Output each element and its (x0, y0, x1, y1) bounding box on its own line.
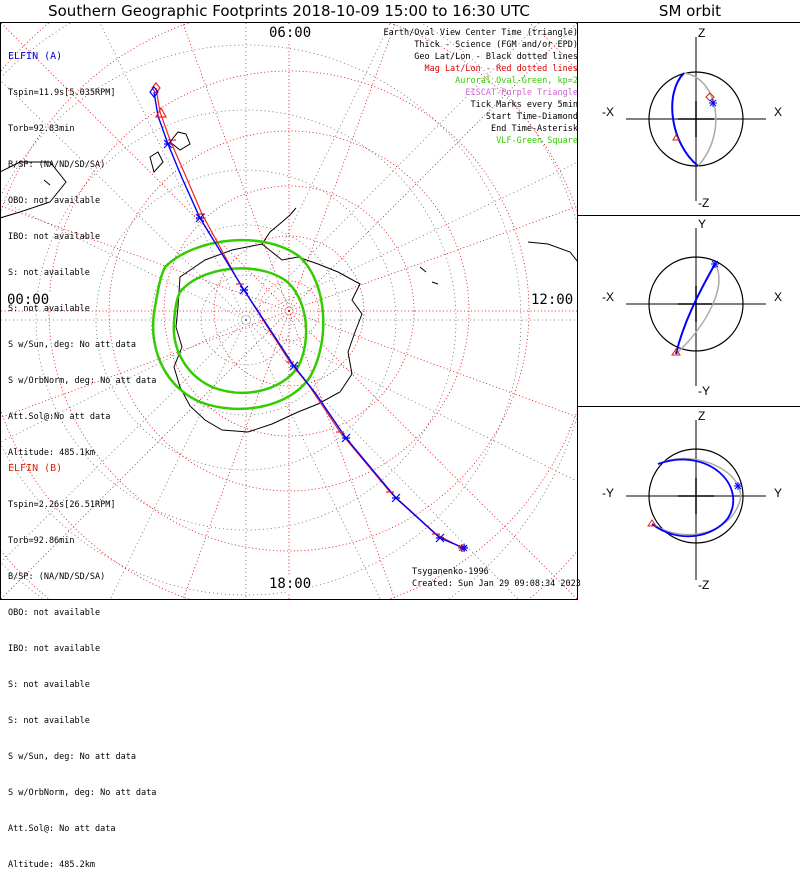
australia-coastline (1, 161, 67, 219)
credits: Tsyganenko-1996 Created: Sun Jan 29 09:0… (412, 566, 581, 590)
legend-item: Geo Lat/Lon - Black dotted lines (414, 52, 578, 62)
sm-yz-bottom: -Z (698, 578, 710, 592)
geo-grid (1, 23, 577, 599)
sm-xz-plot (626, 37, 766, 201)
sm-yz-right: Y (774, 486, 783, 500)
sm-xz-bottom: -Z (698, 196, 710, 210)
panel-divider (577, 22, 578, 600)
legend-item: Earth/Oval View Center Time (triangle) (383, 28, 578, 38)
south-america-coastline (169, 131, 191, 151)
sm-xy-right: X (774, 290, 783, 304)
legend-item: VLF-Green Square (496, 136, 578, 146)
elfin-a-line: Att.Sol@:No att data (8, 412, 111, 422)
elfin-a-name: ELFIN (A) (8, 51, 63, 62)
elfin-a-line: OBO: not available (8, 196, 101, 206)
africa-coastline (527, 241, 577, 262)
sm-xy-orbit-a (675, 263, 716, 355)
sm-xz-orbit-b (683, 72, 717, 167)
legend-item: Auroral Oval-Green, kp=2 (455, 76, 578, 86)
elfin-a-line: Tspin=11.9s[5.035RPM] (8, 88, 116, 98)
elfin-a-line: B/SP: (NA/ND/SD/SA) (8, 160, 106, 170)
new-zealand-coastline (149, 151, 164, 174)
legend-item: Start Time-Diamond (485, 112, 578, 122)
elfin-b-line: IBO: not available (8, 644, 101, 654)
elfin-a-line: S w/Sun, deg: No att data (8, 340, 136, 350)
time-label-bottom: 18:00 (268, 576, 313, 592)
elfin-a-info: ELFIN (A) Tspin=11.9s[5.035RPM] Torb=92.… (8, 27, 156, 471)
peninsula-coastline (261, 207, 297, 245)
elfin-b-line: S w/Sun, deg: No att data (8, 752, 136, 762)
track-markers (149, 82, 468, 552)
time-label-left: 00:00 (6, 292, 51, 308)
elfin-b-info: ELFIN (B) Tspin=2.26s[26.51RPM] Torb=92.… (8, 439, 156, 883)
sm-xy-left: -X (602, 290, 614, 304)
sm-panel-yz: Z -Z -Y Y (578, 406, 800, 600)
elfin-a-line: S: not available (8, 304, 90, 314)
elfin-b-line: B/SP: (NA/ND/SD/SA) (8, 572, 106, 582)
elfin-a-line: IBO: not available (8, 232, 101, 242)
page-title: Southern Geographic Footprints 2018-10-0… (48, 2, 530, 20)
sm-yz-orbit-a (651, 458, 735, 538)
elfin-a-line: Torb=92.83min (8, 124, 75, 134)
time-label-right: 12:00 (530, 292, 575, 308)
sm-panel-xy: Y -Y -X X (578, 214, 800, 407)
sm-xz-orbit-a (671, 72, 699, 167)
sm-panel-xz: Z -Z -X X (578, 22, 800, 216)
elfin-b-line: Att.Sol@: No att data (8, 824, 116, 834)
model-name: Tsyganenko-1996 (412, 567, 489, 577)
elfin-b-name: ELFIN (B) (8, 463, 63, 474)
legend-item: End Time-Asterisk (491, 124, 578, 134)
start-diamond-a (149, 86, 159, 98)
legend-item: Tick Marks every 5min (470, 100, 578, 110)
sm-yz-plot (626, 420, 766, 580)
elfin-a-line: S: not available (8, 268, 90, 278)
created-timestamp: Created: Sun Jan 29 09:08:34 2023 (412, 579, 581, 589)
elfin-b-line: Torb=92.86min (8, 536, 75, 546)
sm-xy-plot (626, 228, 766, 386)
elfin-a-line: S w/OrbNorm, deg: No att data (8, 376, 157, 386)
islands (43, 179, 439, 285)
sm-xz-left: -X (602, 105, 614, 119)
sm-xz-top: Z (698, 26, 706, 40)
sm-yz-left: -Y (602, 486, 614, 500)
footprint-map (0, 22, 578, 600)
sm-xz-right: X (774, 105, 783, 119)
antarctica-coastline (173, 243, 363, 433)
auroral-oval (151, 239, 325, 411)
view-center-triangle-b (154, 106, 168, 118)
legend-item: Thick - Science (FGM and/or EPD) (414, 40, 578, 50)
time-label-top: 06:00 (268, 25, 313, 41)
elfin-b-line: OBO: not available (8, 608, 101, 618)
elfin-b-line: S: not available (8, 680, 90, 690)
elfin-a-track (153, 91, 465, 549)
end-asterisk-a (460, 544, 468, 552)
elfin-b-line: Tspin=2.26s[26.51RPM] (8, 500, 116, 510)
sm-xy-bottom: -Y (698, 384, 710, 398)
mag-grid (1, 23, 577, 599)
sm-yz-top: Z (698, 409, 706, 423)
legend-item: EISCAT-Purple Triangle (465, 88, 578, 98)
sm-yz-orbit-b (651, 458, 742, 536)
sm-orbit-title: SM orbit (658, 2, 722, 20)
start-diamond-b (151, 82, 161, 94)
map-legend: Earth/Oval View Center Time (triangle) T… (384, 27, 578, 147)
elfin-a-line: Altitude: 485.1km (8, 448, 95, 458)
sm-xy-orbit-b (675, 263, 720, 355)
sm-xy-top: Y (698, 217, 707, 231)
coastlines (1, 131, 577, 433)
elfin-b-line: Altitude: 485.2km (8, 860, 95, 870)
elfin-b-line: S w/OrbNorm, deg: No att data (8, 788, 157, 798)
legend-item: Mag Lat/Lon - Red dotted lines (424, 64, 578, 74)
elfin-b-line: S: not available (8, 716, 90, 726)
